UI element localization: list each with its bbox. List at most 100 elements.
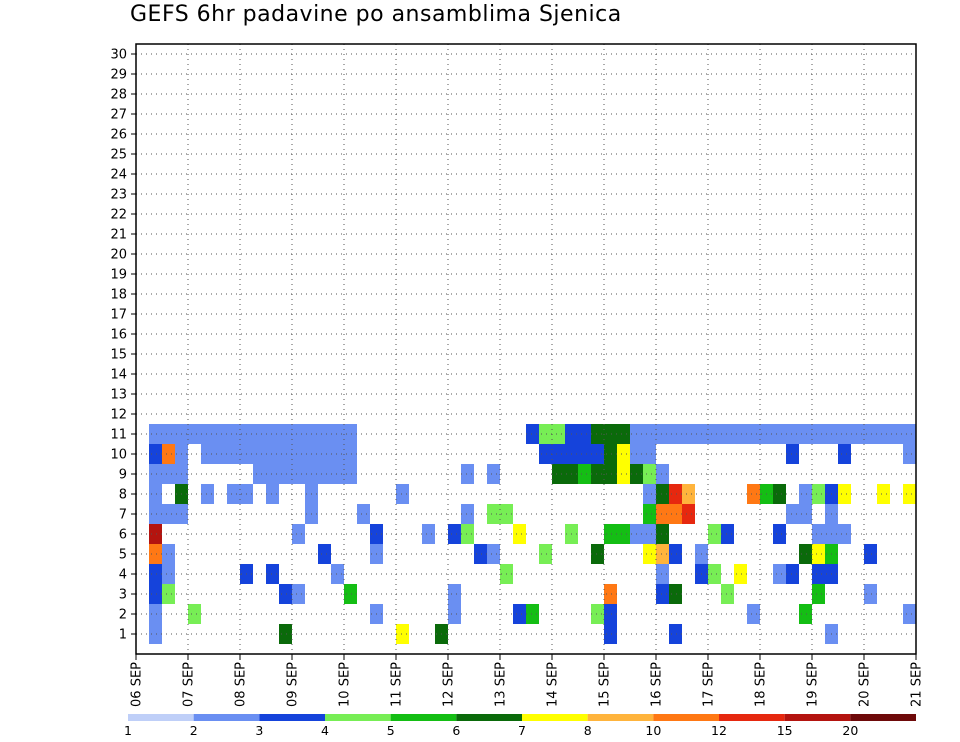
heatmap-cell xyxy=(903,424,916,444)
heatmap-cell xyxy=(617,524,630,544)
heatmap-cell xyxy=(617,464,630,484)
heatmap-cell xyxy=(643,524,656,544)
x-tick-label: 12 SEP xyxy=(442,662,457,707)
legend-label: 12 xyxy=(711,723,727,738)
heatmap-cell xyxy=(162,564,175,584)
heatmap-cell xyxy=(812,584,825,604)
y-tick-label: 29 xyxy=(110,68,127,83)
y-tick-label: 5 xyxy=(119,548,127,563)
heatmap-cell xyxy=(162,584,175,604)
heatmap-cell xyxy=(292,444,305,464)
heatmap-cell xyxy=(318,544,331,564)
x-tick-label: 07 SEP xyxy=(182,662,197,707)
heatmap-cell xyxy=(591,464,604,484)
heatmap-cell xyxy=(461,504,474,524)
heatmap-cell xyxy=(253,444,266,464)
heatmap-cell xyxy=(279,444,292,464)
heatmap-cell xyxy=(331,564,344,584)
heatmap-cell xyxy=(682,424,695,444)
heatmap-cell xyxy=(214,444,227,464)
y-tick-label: 22 xyxy=(110,208,127,223)
legend-swatch xyxy=(850,714,916,721)
legend-label: 8 xyxy=(584,723,592,738)
legend-label: 6 xyxy=(452,723,460,738)
heatmap-cell xyxy=(864,424,877,444)
x-tick-label: 11 SEP xyxy=(390,662,405,707)
x-tick-label: 08 SEP xyxy=(234,662,249,707)
legend-label: 1 xyxy=(124,723,132,738)
heatmap-cell xyxy=(669,424,682,444)
y-axis: 1234567891011121314151617181920212223242… xyxy=(110,48,136,643)
y-tick-label: 25 xyxy=(110,148,127,163)
y-tick-label: 26 xyxy=(110,128,127,143)
legend-swatch xyxy=(259,714,325,721)
heatmap-cell xyxy=(786,424,799,444)
heatmap-cell xyxy=(604,444,617,464)
heatmap-cell xyxy=(656,564,669,584)
heatmap-cell xyxy=(643,484,656,504)
heatmap-cells xyxy=(149,424,916,644)
heatmap-cell xyxy=(461,464,474,484)
heatmap-cell xyxy=(201,444,214,464)
heatmap-cell xyxy=(604,524,617,544)
heatmap-cell xyxy=(292,584,305,604)
heatmap-cell xyxy=(149,504,162,524)
x-axis: 06 SEP 07 SEP 08 SEP 09 SEP 10 SEP 11 SEP 12 S… xyxy=(130,654,925,707)
heatmap-cell xyxy=(617,424,630,444)
heatmap-cell xyxy=(253,424,266,444)
heatmap-cell xyxy=(708,524,721,544)
heatmap-cell xyxy=(513,604,526,624)
heatmap-cell xyxy=(448,524,461,544)
heatmap-cell xyxy=(279,424,292,444)
heatmap-cell xyxy=(838,424,851,444)
x-tick-label: 09 SEP xyxy=(286,662,301,707)
heatmap-cell xyxy=(786,504,799,524)
x-tick-label: 20 SEP xyxy=(858,662,873,707)
legend-label: 4 xyxy=(321,723,329,738)
y-tick-label: 18 xyxy=(110,288,127,303)
heatmap-cell xyxy=(227,424,240,444)
heatmap-cell xyxy=(578,424,591,444)
heatmap-cell xyxy=(799,504,812,524)
heatmap-cell xyxy=(344,444,357,464)
heatmap-cell xyxy=(149,584,162,604)
heatmap-cell xyxy=(656,504,669,524)
y-tick-label: 28 xyxy=(110,88,127,103)
heatmap-cell xyxy=(864,584,877,604)
heatmap-cell xyxy=(669,504,682,524)
heatmap-cell xyxy=(604,584,617,604)
heatmap-cell xyxy=(903,444,916,464)
x-tick-label: 15 SEP xyxy=(598,662,613,707)
y-tick-label: 1 xyxy=(119,628,127,643)
heatmap-cell xyxy=(292,424,305,444)
heatmap-cell xyxy=(279,624,292,644)
legend-swatch xyxy=(325,714,391,721)
heatmap-cell xyxy=(149,544,162,564)
heatmap-cell xyxy=(591,424,604,444)
heatmap-cell xyxy=(552,424,565,444)
heatmap-cell xyxy=(318,464,331,484)
heatmap-cell xyxy=(279,584,292,604)
legend-swatch xyxy=(587,714,654,721)
heatmap-cell xyxy=(227,444,240,464)
heatmap-cell xyxy=(162,424,175,444)
heatmap-cell xyxy=(422,524,435,544)
heatmap-cell xyxy=(734,564,747,584)
heatmap-cell xyxy=(539,444,552,464)
heatmap-cell xyxy=(669,544,682,564)
heatmap-cell xyxy=(188,424,201,444)
y-tick-label: 20 xyxy=(110,248,127,263)
y-tick-label: 15 xyxy=(110,348,127,363)
heatmap-cell xyxy=(162,464,175,484)
y-tick-label: 7 xyxy=(119,508,127,523)
color-legend: 1 2 3 4 5 6 7 8 10 12 15 20 xyxy=(124,714,916,738)
heatmap-cell xyxy=(552,464,565,484)
y-tick-label: 30 xyxy=(110,48,127,63)
heatmap-cell xyxy=(669,484,682,504)
heatmap-cell xyxy=(591,544,604,564)
x-tick-label: 16 SEP xyxy=(650,662,665,707)
heatmap-cell xyxy=(643,464,656,484)
heatmap-cell xyxy=(747,424,760,444)
heatmap-cell xyxy=(864,544,877,564)
heatmap-cell xyxy=(708,424,721,444)
